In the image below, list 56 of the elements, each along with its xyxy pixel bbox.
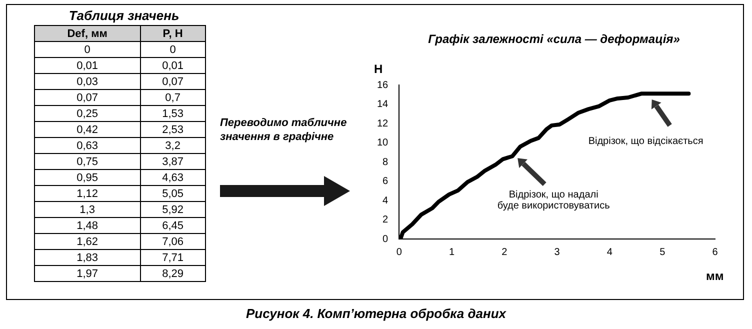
x-tick-label: 4 <box>606 246 613 258</box>
x-tick-label: 5 <box>660 246 666 258</box>
y-tick-label: 12 <box>377 118 389 130</box>
text: 3,87 <box>140 154 206 170</box>
text: 1,48 <box>34 218 140 234</box>
y-tick-label: 0 <box>382 234 389 245</box>
text: 0,03 <box>34 74 140 90</box>
text: Переводимо табличне значення в графічне <box>220 116 348 144</box>
y-tick-label: 16 <box>377 80 389 91</box>
text: 0,7 <box>140 90 206 106</box>
text: 0,01 <box>34 58 140 74</box>
text: 0,25 <box>34 106 140 122</box>
text: 7,06 <box>140 234 206 250</box>
chart-title: Графік залежності «сила — деформація» <box>427 32 681 46</box>
x-tick-label: 3 <box>554 246 560 258</box>
x-axis-title: мм <box>706 269 724 283</box>
text: 6,45 <box>140 218 206 234</box>
text: 0,07 <box>140 74 206 90</box>
text: 0,75 <box>34 154 140 170</box>
text: 4,63 <box>140 170 206 186</box>
annotation: Відрізок, що надалі буде використовуватись <box>497 189 610 212</box>
text: 0,63 <box>34 138 140 154</box>
text: 1,53 <box>140 106 206 122</box>
text: 0,95 <box>34 170 140 186</box>
text: 1,12 <box>34 186 140 202</box>
text: Def, мм <box>34 26 140 42</box>
text: Таблиця значень <box>68 8 180 23</box>
text: 0,42 <box>34 122 140 138</box>
y-tick-label: 8 <box>382 156 389 168</box>
text: 5,05 <box>140 186 206 202</box>
text: 1,62 <box>34 234 140 250</box>
y-tick-label: 6 <box>382 176 389 187</box>
text: Рисунок 4. Комп’ютерна обробка даних <box>244 306 508 321</box>
x-tick-label: 1 <box>448 246 455 258</box>
text: 0 <box>34 42 140 58</box>
text: 0,01 <box>140 58 206 74</box>
text: 5,92 <box>140 202 206 218</box>
y-tick-label: 14 <box>377 99 389 110</box>
text: 8,29 <box>140 266 206 282</box>
y-tick-label: 4 <box>382 195 389 206</box>
text: 2,53 <box>140 122 206 138</box>
text: 0 <box>140 42 206 58</box>
annotation: Відрізок, що відсікається <box>588 136 704 148</box>
x-tick-label: 6 <box>712 246 718 258</box>
text: 0,07 <box>34 90 140 106</box>
text: 1,83 <box>34 250 140 266</box>
text: 7,71 <box>140 250 206 266</box>
y-axis-title: Н <box>374 62 383 76</box>
text: 1,3 <box>34 202 140 218</box>
x-tick-label: 2 <box>502 246 508 258</box>
y-tick-label: 10 <box>377 138 389 148</box>
text: P, Н <box>140 26 206 42</box>
y-tick-label: 2 <box>382 214 389 226</box>
text: 1,97 <box>34 266 140 282</box>
text: 3,2 <box>140 138 206 154</box>
x-tick-label: 0 <box>396 246 402 258</box>
